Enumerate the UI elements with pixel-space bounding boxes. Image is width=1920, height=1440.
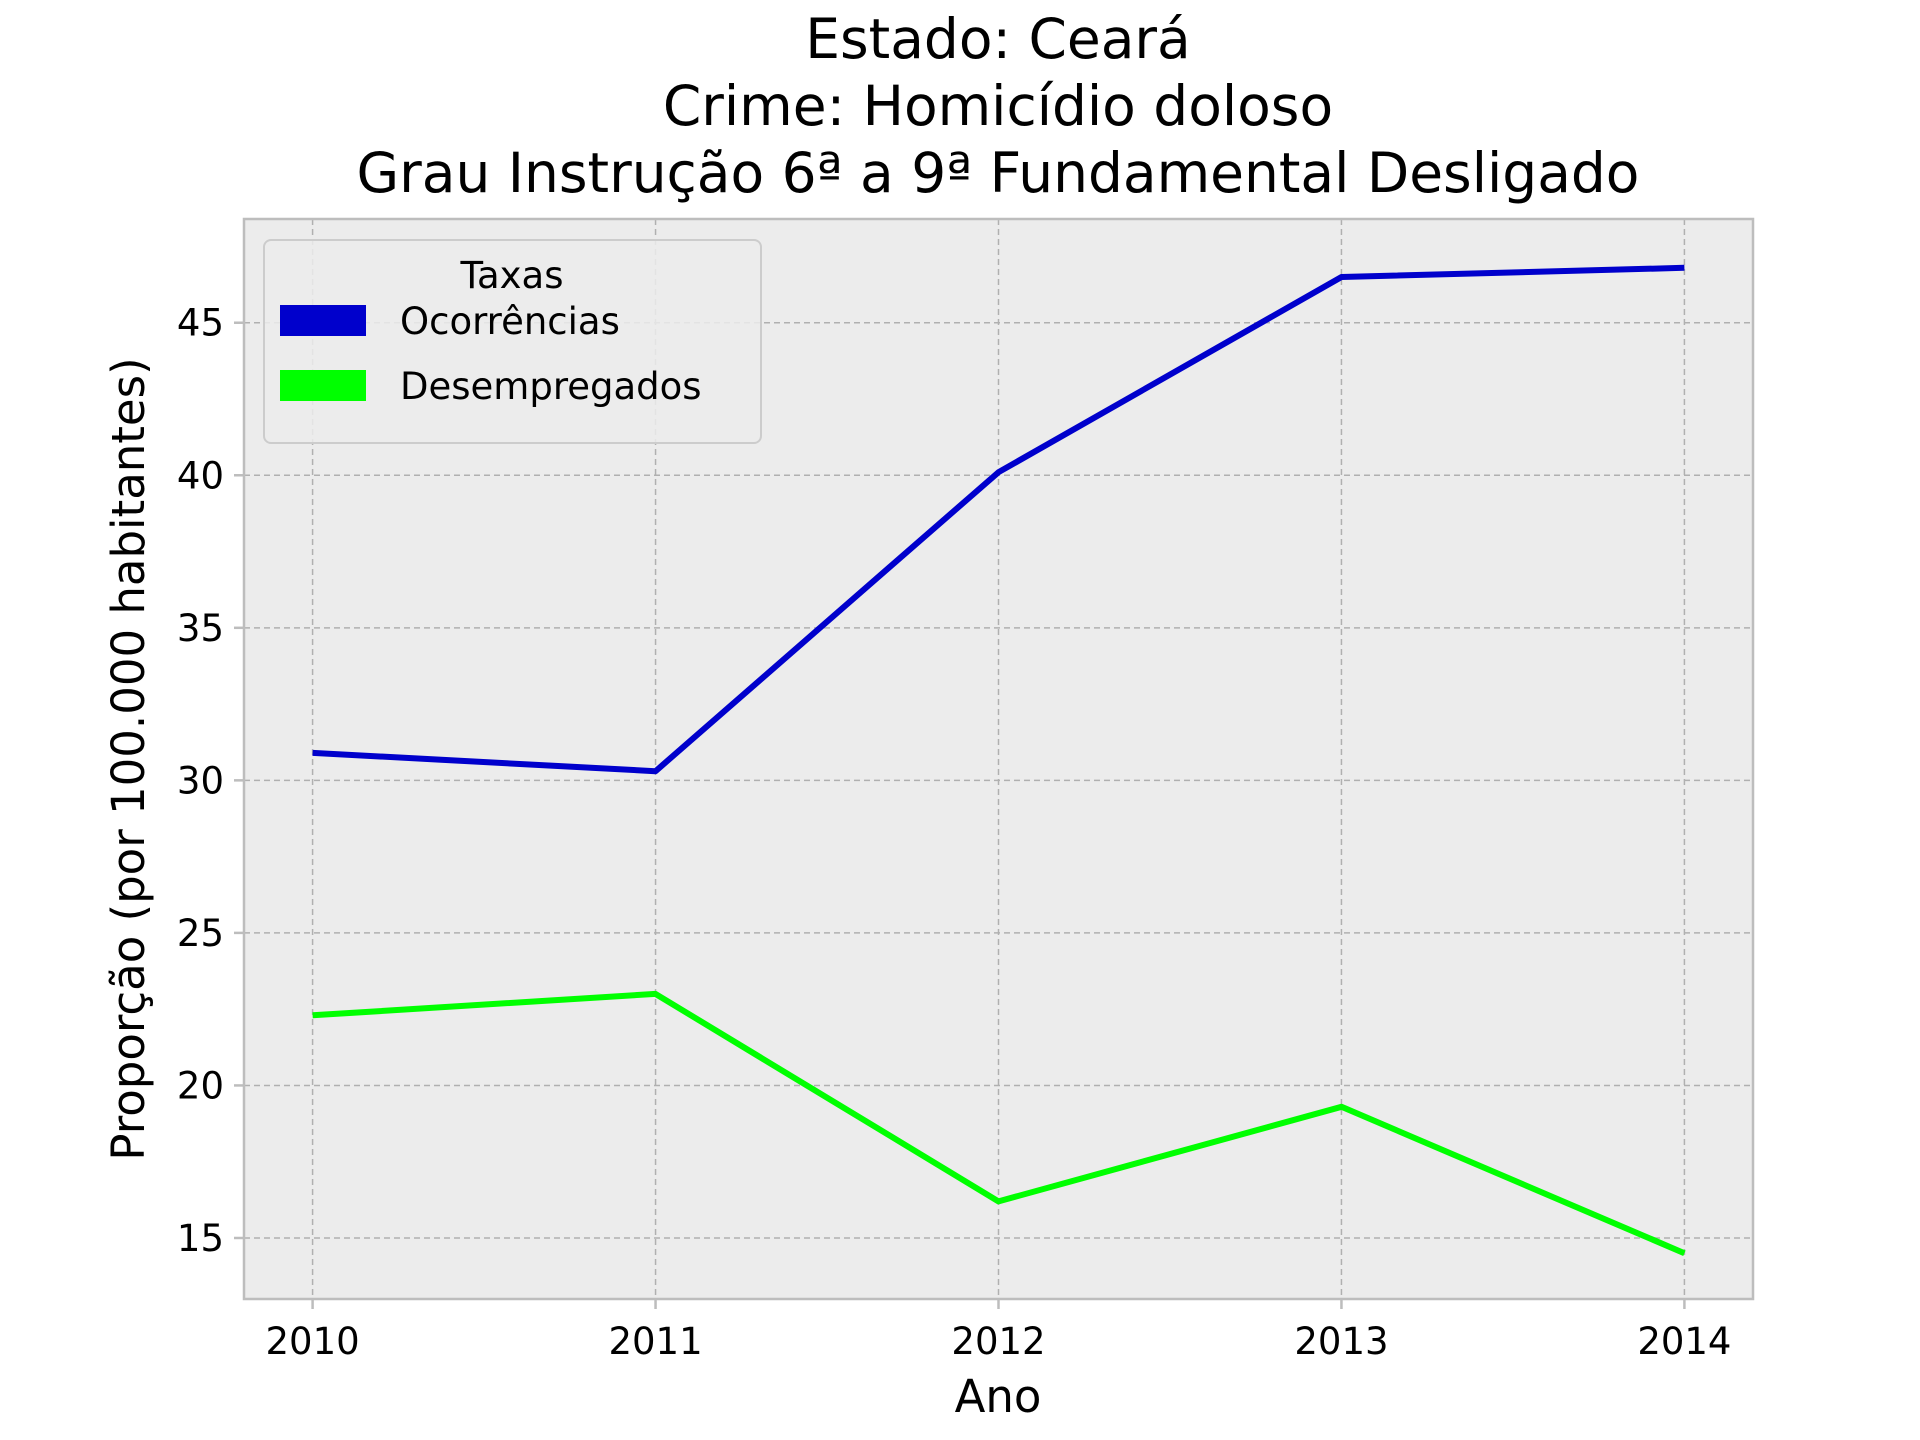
x-axis-label: Ano bbox=[955, 1370, 1042, 1423]
series-line-2 bbox=[312, 990, 1686, 1256]
y-tick-label: 35 bbox=[177, 607, 224, 650]
chart-title: Estado: Ceará Crime: Homicídio doloso Gr… bbox=[357, 7, 1640, 205]
legend-box bbox=[263, 239, 762, 444]
series-line-1 bbox=[312, 264, 1685, 775]
x-axis-ticks: 2010 2011 2012 2013 2014 bbox=[266, 1299, 1731, 1363]
y-tick-label: 20 bbox=[177, 1064, 224, 1107]
legend: Taxas Ocorrências Desempregados bbox=[263, 239, 762, 444]
x-tick-label: 2012 bbox=[951, 1320, 1045, 1363]
x-tick-label: 2013 bbox=[1294, 1320, 1388, 1363]
legend-swatch bbox=[280, 305, 366, 336]
legend-title: Taxas bbox=[460, 254, 564, 297]
y-axis-label: Proporção (por 100.000 habitantes) bbox=[102, 357, 155, 1160]
y-axis-ticks: 15 20 25 30 35 40 45 bbox=[177, 302, 244, 1260]
x-tick-label: 2011 bbox=[608, 1320, 702, 1363]
x-tick-label: 2014 bbox=[1637, 1320, 1731, 1363]
x-tick-label: 2010 bbox=[266, 1320, 360, 1363]
gridlines bbox=[244, 219, 1753, 1299]
y-tick-label: 45 bbox=[177, 302, 224, 345]
y-tick-label: 15 bbox=[177, 1217, 224, 1260]
legend-label: Desempregados bbox=[400, 365, 702, 408]
y-tick-label: 40 bbox=[177, 454, 224, 497]
title-line-2: Crime: Homicídio doloso bbox=[663, 74, 1333, 138]
legend-swatch bbox=[280, 370, 366, 401]
legend-items: Ocorrências Desempregados bbox=[280, 300, 702, 408]
y-tick-label: 25 bbox=[177, 912, 224, 955]
series-lines bbox=[312, 264, 1686, 1256]
title-line-3: Grau Instrução 6ª a 9ª Fundamental Desli… bbox=[357, 141, 1640, 205]
title-line-1: Estado: Ceará bbox=[805, 7, 1191, 71]
y-tick-label: 30 bbox=[177, 759, 224, 802]
legend-label: Ocorrências bbox=[400, 300, 620, 343]
